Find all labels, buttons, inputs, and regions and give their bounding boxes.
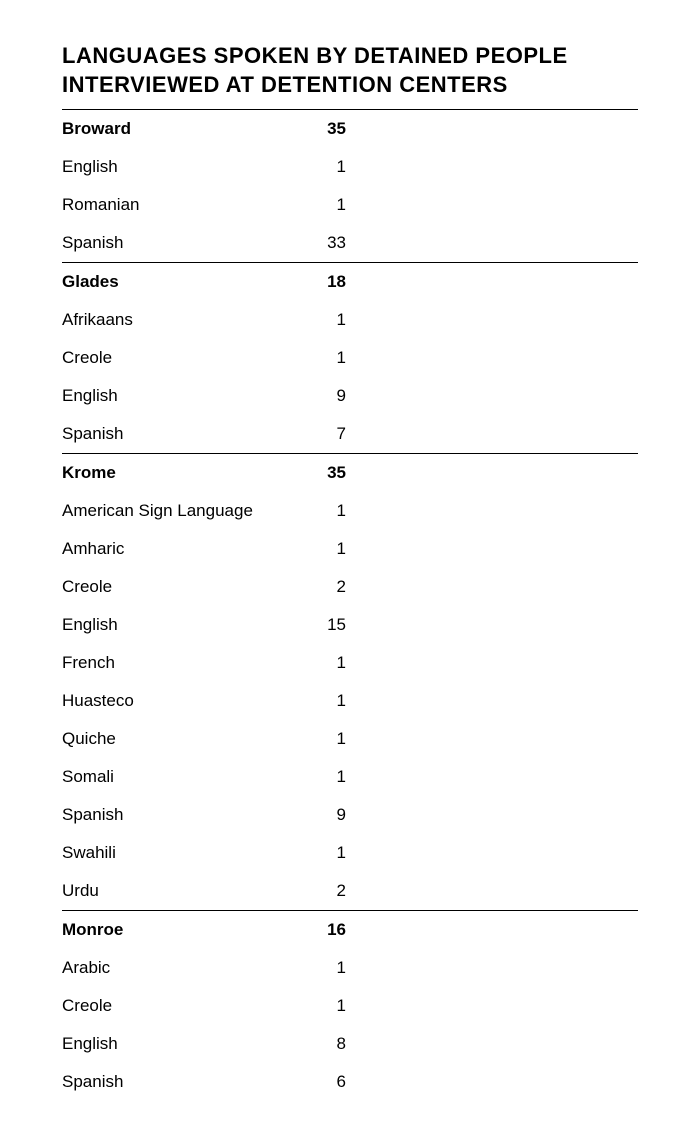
language-label: Amharic [62,539,290,559]
language-count: 15 [290,615,360,635]
language-label: Urdu [62,881,290,901]
language-count: 1 [290,539,360,559]
section-total: 18 [290,272,360,292]
table-row: Urdu2 [62,872,638,910]
language-label: American Sign Language [62,501,290,521]
section-name: Glades [62,272,290,292]
language-count: 1 [290,729,360,749]
section-name: Monroe [62,920,290,940]
language-count: 1 [290,157,360,177]
table-row: Amharic1 [62,530,638,568]
table-row: Spanish7 [62,415,638,453]
language-label: Arabic [62,958,290,978]
language-label: Creole [62,348,290,368]
language-count: 1 [290,691,360,711]
section-name: Broward [62,119,290,139]
table-row: English1 [62,148,638,186]
language-count: 1 [290,501,360,521]
language-count: 1 [290,195,360,215]
language-label: Creole [62,996,290,1016]
language-label: English [62,615,290,635]
language-count: 1 [290,996,360,1016]
table-row: Swahili1 [62,834,638,872]
table-row: American Sign Language1 [62,492,638,530]
table-row: Spanish9 [62,796,638,834]
section-total: 16 [290,920,360,940]
table-row: Creole1 [62,339,638,377]
section-header-row: Monroe16 [62,910,638,949]
table-row: Creole2 [62,568,638,606]
language-label: English [62,1034,290,1054]
table-row: English15 [62,606,638,644]
language-label: Quiche [62,729,290,749]
table-row: Quiche1 [62,720,638,758]
page-title: LANGUAGES SPOKEN BY DETAINED PEOPLE INTE… [62,42,638,99]
language-count: 1 [290,348,360,368]
language-label: Huasteco [62,691,290,711]
language-label: Spanish [62,1072,290,1092]
language-count: 1 [290,653,360,673]
section-total: 35 [290,119,360,139]
table-row: Creole1 [62,987,638,1025]
table-row: Somali1 [62,758,638,796]
language-label: English [62,157,290,177]
language-label: Swahili [62,843,290,863]
section-total: 35 [290,463,360,483]
language-label: Spanish [62,805,290,825]
language-label: Romanian [62,195,290,215]
language-count: 7 [290,424,360,444]
language-count: 6 [290,1072,360,1092]
language-count: 8 [290,1034,360,1054]
language-label: Creole [62,577,290,597]
table-row: Huasteco1 [62,682,638,720]
language-count: 2 [290,881,360,901]
language-label: French [62,653,290,673]
languages-table: Broward35English1Romanian1Spanish33Glade… [62,109,638,1101]
table-row: Romanian1 [62,186,638,224]
section-header-row: Glades18 [62,262,638,301]
table-row: Afrikaans1 [62,301,638,339]
language-count: 1 [290,958,360,978]
language-label: Spanish [62,424,290,444]
language-count: 1 [290,767,360,787]
section-name: Krome [62,463,290,483]
language-count: 9 [290,805,360,825]
language-count: 1 [290,310,360,330]
language-count: 33 [290,233,360,253]
language-label: English [62,386,290,406]
table-row: French1 [62,644,638,682]
section-header-row: Krome35 [62,453,638,492]
language-label: Somali [62,767,290,787]
language-count: 9 [290,386,360,406]
language-count: 2 [290,577,360,597]
table-row: Arabic1 [62,949,638,987]
table-row: Spanish33 [62,224,638,262]
table-row: English8 [62,1025,638,1063]
language-label: Afrikaans [62,310,290,330]
language-count: 1 [290,843,360,863]
language-label: Spanish [62,233,290,253]
table-row: English9 [62,377,638,415]
section-header-row: Broward35 [62,110,638,148]
table-row: Spanish6 [62,1063,638,1101]
